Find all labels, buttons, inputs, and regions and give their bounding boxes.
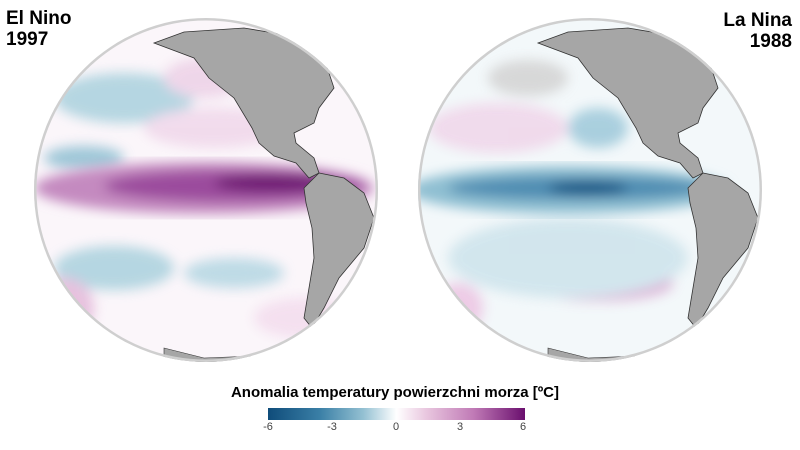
colorbar-tick: 0 [392,421,400,433]
colorbar [268,408,525,420]
la-nina-year: 1988 [749,31,792,52]
colorbar-tick: 3 [456,421,464,433]
el-nino-title: El Nino 1997 [6,8,71,50]
la-nina-title: La Nina 1988 [723,10,792,52]
la-nina-globe-map [418,18,762,362]
colorbar-tick: -6 [263,421,273,433]
el-nino-label: El Nino [6,8,72,29]
legend-title: Anomalia temperatury powierzchni morza [… [230,384,560,401]
el-nino-year: 1997 [6,29,49,50]
el-nino-globe-map [34,18,378,362]
colorbar-tick: 6 [519,421,527,433]
colorbar-tick: -3 [327,421,337,433]
la-nina-label: La Nina [723,10,792,31]
